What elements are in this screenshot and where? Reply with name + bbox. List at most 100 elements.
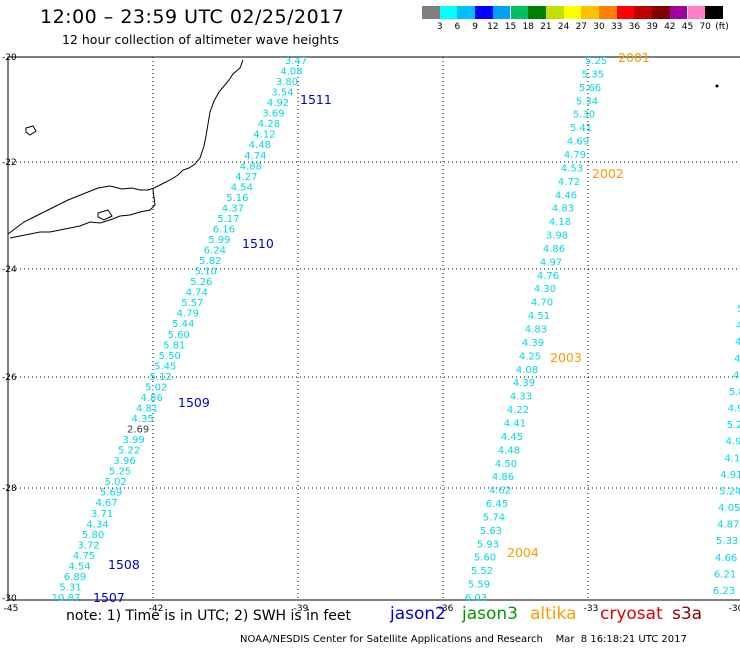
swh-value: 5.52 [471, 566, 493, 577]
lon-label: -42 [149, 604, 164, 614]
swh-value: 4.48 [249, 140, 271, 151]
swh-value: 4.41 [504, 418, 526, 429]
swh-value: 4.86 [141, 393, 163, 404]
swh-value: 5.31 [59, 582, 81, 593]
swh-value: 4.39 [513, 378, 535, 389]
lat-label: -20 [2, 53, 17, 63]
swh-value: 5.81 [163, 340, 185, 351]
swh-value: 4.50 [495, 459, 517, 470]
credit-line: NOAA/NESDIS Center for Satellite Applica… [240, 634, 687, 645]
satellite-altika: altika [530, 604, 577, 624]
legend-swatch [652, 6, 670, 19]
legend-swatch [634, 6, 653, 19]
legend-label: 12 [487, 22, 499, 32]
swh-value: 6.89 [64, 572, 86, 583]
swh-value: 3.71 [91, 509, 113, 520]
swh-value: 5.8 [729, 387, 740, 398]
swh-value: 4.67 [95, 498, 117, 509]
map-frame [7, 56, 740, 601]
page-title: 12:00 – 23:59 UTC 02/25/2017 [40, 6, 345, 28]
swh-value: 5.16 [226, 193, 248, 204]
swh-value: 6.24 [204, 246, 226, 257]
pass-label: 1510 [242, 236, 274, 251]
lat-label: -26 [2, 373, 17, 383]
legend-swatch [492, 6, 511, 19]
swh-value: 5.50 [159, 351, 181, 362]
pass-label: 1508 [108, 557, 140, 572]
swh-value: 5.66 [579, 83, 601, 94]
legend-label: 3 [436, 22, 443, 32]
swh-value: 4.51 [528, 311, 550, 322]
pass-label: 1507 [93, 590, 125, 605]
swh-value: 3.47 [285, 56, 307, 67]
legend-swatch [581, 6, 599, 19]
swh-value: 4.79 [564, 150, 586, 161]
swh-value: 3.98 [546, 231, 568, 242]
swh-value: 6.45 [486, 499, 508, 510]
swh-value: 4.05 [718, 503, 740, 514]
legend-swatch [457, 6, 476, 19]
coastline [7, 59, 244, 235]
inland-lake [97, 209, 113, 221]
swh-value: 5.60 [168, 330, 190, 341]
legend-swatch [439, 6, 458, 19]
lon-label: -30 [729, 604, 740, 614]
legend-swatch [687, 6, 706, 19]
swh-value: 4.45 [501, 432, 523, 443]
swh-value: 5.60 [474, 553, 496, 564]
lon-label: -39 [294, 604, 309, 614]
lat-label: -30 [2, 594, 17, 604]
swh-value: 4.97 [540, 257, 562, 268]
swh-value: 4.08 [280, 67, 302, 78]
swh-value: 5.35 [582, 69, 604, 80]
legend-swatch [616, 6, 635, 19]
swh-value: 4.08 [516, 365, 538, 376]
swh-value: 4.34 [86, 519, 108, 530]
lon-label: -45 [4, 604, 19, 614]
swh-value: 5. [737, 304, 740, 315]
swh-value: 3.96 [113, 456, 135, 467]
legend-swatch [422, 6, 440, 19]
swh-value: 4. [733, 370, 740, 381]
pass-label: 2003 [550, 350, 582, 365]
swh-value: 10.87 [52, 593, 81, 604]
swh-value: 4.18 [549, 217, 571, 228]
swh-value: 5.24 [719, 486, 740, 497]
swh-value: 4.54 [68, 561, 90, 572]
swh-value: 5.82 [199, 256, 221, 267]
legend-swatch [705, 6, 723, 19]
legend-label: 18 [522, 22, 534, 32]
swh-value: 4.91 [720, 470, 740, 481]
swh-value: 4.86 [543, 244, 565, 255]
swh-value: 3.54 [271, 88, 293, 99]
swh-value: 4.74 [186, 288, 208, 299]
swh-value: 4.27 [235, 172, 257, 183]
swh-value: 5.74 [483, 512, 505, 523]
footer-note: note: 1) Time is in UTC; 2) SWH is in fe… [66, 608, 352, 624]
swh-value: 4.81 [136, 403, 158, 414]
swh-value: 5.25 [109, 467, 131, 478]
swh-value: 5.44 [172, 319, 194, 330]
swh-value: 6.16 [213, 224, 235, 235]
swh-value: 4. [735, 337, 740, 348]
lon-label: -33 [584, 604, 599, 614]
swh-value: 5.57 [181, 298, 203, 309]
legend-label: 45 [681, 22, 694, 32]
swh-value: 4.76 [537, 271, 559, 282]
swh-value: 3.99 [123, 435, 145, 446]
swh-value: 5.12 [150, 372, 172, 383]
swh-value: 3.69 [262, 109, 284, 120]
swh-value: 6.23 [713, 586, 735, 597]
swh-value: 4.66 [715, 553, 737, 564]
swh-value: 4.46 [555, 190, 577, 201]
legend-label: 6 [454, 22, 461, 32]
legend-label: 30 [593, 22, 605, 32]
swh-value: 5.41 [570, 123, 592, 134]
swh-value: 4.30 [534, 284, 556, 295]
legend-swatch [475, 6, 493, 19]
legend-swatch [599, 6, 617, 19]
legend-swatch [545, 6, 564, 19]
swh-value: 4.1 [725, 453, 740, 464]
swh-value: 4. [736, 321, 740, 332]
